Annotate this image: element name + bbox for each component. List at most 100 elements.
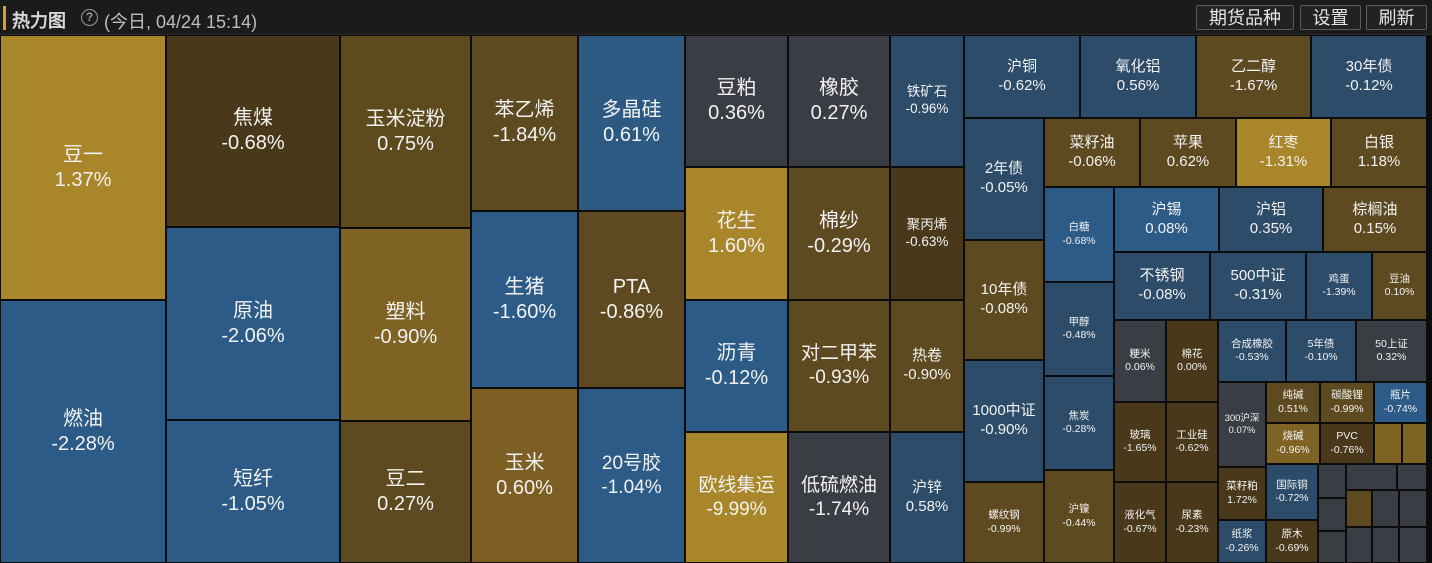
heatmap-tile[interactable]: 苯乙烯 -1.84% [471,35,578,211]
futures-variety-button[interactable]: 期货品种 [1196,5,1294,30]
tile-change-percent: -0.67% [1123,522,1157,535]
heatmap-tile[interactable]: 液化气 -0.67% [1114,482,1166,563]
heatmap-tile[interactable]: 焦炭 -0.28% [1044,376,1114,470]
heatmap-tile[interactable]: 工业硅 -0.62% [1166,402,1218,482]
heatmap-tile[interactable]: 玻璃 -1.65% [1114,402,1166,482]
tile-change-percent: -1.60% [492,300,557,323]
heatmap-tile[interactable]: 豆一 1.37% [0,35,166,300]
heatmap-tile[interactable]: 菜籽油 -0.06% [1044,118,1140,187]
heatmap-tile[interactable]: 瓶片 -0.74% [1374,382,1427,423]
heatmap-small-tile[interactable] [1346,527,1372,563]
heatmap-tile[interactable]: 5年债 -0.10% [1286,320,1356,382]
tile-change-percent: -1.05% [221,492,285,515]
heatmap-tile[interactable]: 苹果 0.62% [1140,118,1236,187]
heatmap-tile[interactable]: 纯碱 0.51% [1266,382,1320,423]
heatmap-tile[interactable]: 氧化铝 0.56% [1080,35,1196,118]
heatmap-tile[interactable]: 豆二 0.27% [340,421,471,563]
heatmap-small-tile[interactable] [1318,531,1346,563]
heatmap-tile[interactable]: 原木 -0.69% [1266,520,1318,563]
heatmap-tile[interactable]: PTA -0.86% [578,211,685,388]
heatmap-small-tile[interactable] [1374,423,1402,464]
heatmap-small-tile[interactable] [1399,490,1427,527]
heatmap-tile[interactable]: 生猪 -1.60% [471,211,578,388]
heatmap-tile[interactable]: 欧线集运 -9.99% [685,432,788,563]
heatmap-tile[interactable]: 棉纱 -0.29% [788,167,890,300]
heatmap-tile[interactable]: 10年债 -0.08% [964,240,1044,360]
heatmap-tile[interactable]: 铁矿石 -0.96% [890,35,964,167]
heatmap-small-tile[interactable] [1318,464,1346,498]
heatmap-small-tile[interactable] [1372,527,1399,563]
help-icon[interactable]: ? [81,9,98,26]
heatmap-tile[interactable]: 白糖 -0.68% [1044,187,1114,282]
heatmap-small-tile[interactable] [1346,464,1397,490]
heatmap-tile[interactable]: 20号胶 -1.04% [578,388,685,563]
refresh-button[interactable]: 刷新 [1366,5,1427,30]
heatmap-tile[interactable]: 沪镍 -0.44% [1044,470,1114,563]
heatmap-tile[interactable]: 甲醇 -0.48% [1044,282,1114,376]
heatmap-tile[interactable]: 沪铝 0.35% [1219,187,1323,252]
heatmap-tile[interactable]: 菜籽粕 1.72% [1218,467,1266,520]
heatmap-tile[interactable]: 合成橡胶 -0.53% [1218,320,1286,382]
heatmap-tile[interactable]: 2年债 -0.05% [964,118,1044,240]
heatmap-tile[interactable]: PVC -0.76% [1320,423,1374,464]
tile-change-percent: -0.44% [1062,516,1096,529]
tile-name: 棕榈油 [1352,200,1398,218]
tile-change-percent: -1.31% [1259,152,1308,170]
heatmap-tile[interactable]: 原油 -2.06% [166,227,340,420]
heatmap-tile[interactable]: 50上证 0.32% [1356,320,1427,382]
tile-change-percent: 1.37% [54,168,112,191]
heatmap-tile[interactable]: 焦煤 -0.68% [166,35,340,227]
heatmap-tile[interactable]: 聚丙烯 -0.63% [890,167,964,300]
heatmap-tile[interactable]: 国际铜 -0.72% [1266,464,1318,520]
heatmap-tile[interactable]: 沪铜 -0.62% [964,35,1080,118]
heatmap-tile[interactable]: 短纤 -1.05% [166,420,340,563]
tile-change-percent: -0.90% [373,325,438,348]
heatmap-tile[interactable]: 热卷 -0.90% [890,300,964,432]
heatmap-tile[interactable]: 500中证 -0.31% [1210,252,1306,320]
heatmap-small-tile[interactable] [1372,490,1399,527]
heatmap-tile[interactable]: 粳米 0.06% [1114,320,1166,402]
heatmap-tile[interactable]: 塑料 -0.90% [340,228,471,421]
heatmap-tile[interactable]: 花生 1.60% [685,167,788,300]
heatmap-tile[interactable]: 玉米淀粉 0.75% [340,35,471,228]
heatmap-tile[interactable]: 不锈钢 -0.08% [1114,252,1210,320]
heatmap-tile[interactable]: 碳酸锂 -0.99% [1320,382,1374,423]
tile-name: 鸡蛋 [1328,272,1350,285]
heatmap-tile[interactable]: 燃油 -2.28% [0,300,166,563]
heatmap-tile[interactable]: 300沪深 0.07% [1218,382,1266,467]
tile-change-percent: -0.62% [1175,442,1209,454]
heatmap-tile[interactable]: 豆粕 0.36% [685,35,788,167]
heatmap-tile[interactable]: 玉米 0.60% [471,388,578,563]
heatmap-tile[interactable]: 沪锌 0.58% [890,432,964,563]
heatmap-tile[interactable]: 乙二醇 -1.67% [1196,35,1311,118]
tile-name: 橡胶 [819,77,859,99]
heatmap-tile[interactable]: 红枣 -1.31% [1236,118,1331,187]
heatmap-tile[interactable]: 沪锡 0.08% [1114,187,1219,252]
heatmap-small-tile[interactable] [1402,423,1427,464]
heatmap-tile[interactable]: 30年债 -0.12% [1311,35,1427,118]
heatmap-small-tile[interactable] [1397,464,1427,490]
heatmap-tile[interactable]: 1000中证 -0.90% [964,360,1044,482]
settings-button[interactable]: 设置 [1300,5,1361,30]
heatmap-tile[interactable]: 橡胶 0.27% [788,35,890,167]
heatmap-tile[interactable]: 鸡蛋 -1.39% [1306,252,1372,320]
title-accent-bar [3,6,6,30]
tile-change-percent: 0.60% [496,476,553,499]
heatmap-tile[interactable]: 纸浆 -0.26% [1218,520,1266,563]
heatmap-tile[interactable]: 白银 1.18% [1331,118,1427,187]
heatmap-tile[interactable]: 沥青 -0.12% [685,300,788,432]
tile-name: 菜籽粕 [1226,480,1258,493]
heatmap-tile[interactable]: 尿素 -0.23% [1166,482,1218,563]
heatmap-tile[interactable]: 多晶硅 0.61% [578,35,685,211]
tile-change-percent: -0.90% [903,366,951,383]
heatmap-tile[interactable]: 对二甲苯 -0.93% [788,300,890,432]
heatmap-small-tile[interactable] [1346,490,1372,527]
heatmap-small-tile[interactable] [1399,527,1427,563]
heatmap-tile[interactable]: 棉花 0.00% [1166,320,1218,402]
heatmap-tile[interactable]: 螺纹钢 -0.99% [964,482,1044,563]
heatmap-small-tile[interactable] [1318,498,1346,531]
heatmap-tile[interactable]: 低硫燃油 -1.74% [788,432,890,563]
heatmap-tile[interactable]: 豆油 0.10% [1372,252,1427,320]
heatmap-tile[interactable]: 棕榈油 0.15% [1323,187,1427,252]
heatmap-tile[interactable]: 烧碱 -0.96% [1266,423,1320,464]
